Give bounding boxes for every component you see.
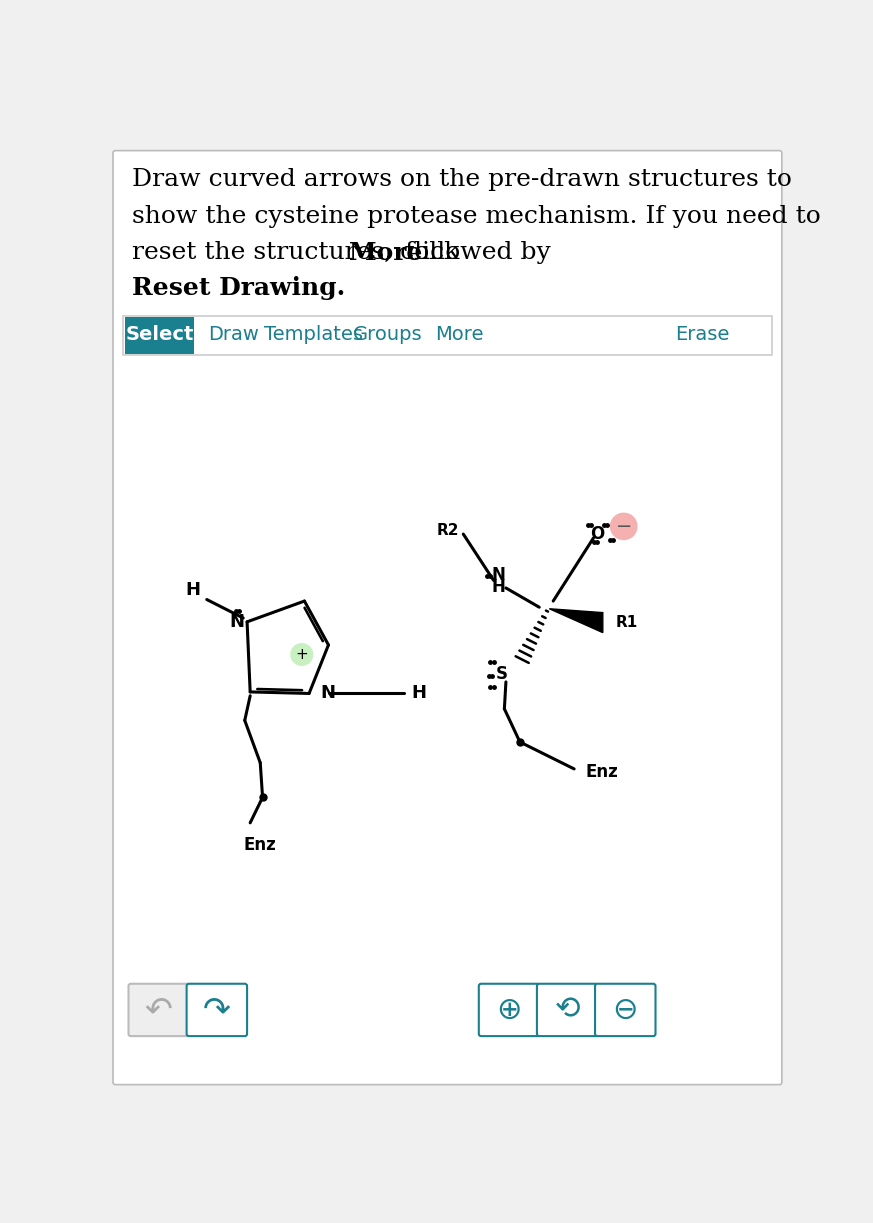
FancyBboxPatch shape [187, 983, 247, 1036]
Text: H: H [411, 685, 426, 702]
Text: ↷: ↷ [203, 993, 230, 1026]
Text: Erase: Erase [675, 325, 729, 344]
Text: More: More [435, 325, 483, 344]
FancyBboxPatch shape [537, 983, 597, 1036]
Text: N: N [320, 685, 335, 702]
Circle shape [610, 514, 637, 539]
Text: H: H [491, 578, 505, 597]
Text: followed by: followed by [396, 241, 550, 264]
Text: N: N [491, 566, 505, 585]
Text: show the cysteine protease mechanism. If you need to: show the cysteine protease mechanism. If… [133, 204, 821, 227]
Text: H: H [185, 581, 200, 598]
Text: Reset Drawing.: Reset Drawing. [133, 276, 346, 300]
Text: Enz: Enz [586, 763, 618, 781]
Text: −: − [615, 517, 632, 536]
FancyBboxPatch shape [128, 983, 189, 1036]
FancyBboxPatch shape [113, 150, 782, 1085]
Text: Templates: Templates [265, 325, 363, 344]
Text: +: + [295, 647, 308, 662]
Text: reset the structures, click: reset the structures, click [133, 241, 468, 264]
Polygon shape [549, 609, 602, 632]
Text: Draw curved arrows on the pre-drawn structures to: Draw curved arrows on the pre-drawn stru… [133, 169, 793, 191]
Text: R2: R2 [436, 522, 459, 538]
FancyBboxPatch shape [478, 983, 540, 1036]
Text: ⟲: ⟲ [554, 996, 580, 1025]
Text: More: More [349, 241, 423, 264]
FancyBboxPatch shape [595, 983, 656, 1036]
Circle shape [291, 643, 313, 665]
Text: Select: Select [126, 325, 194, 344]
FancyBboxPatch shape [125, 317, 195, 353]
Text: Enz: Enz [244, 835, 277, 854]
Text: N: N [229, 613, 244, 631]
Text: ⊕: ⊕ [496, 996, 522, 1025]
Text: Groups: Groups [354, 325, 423, 344]
Text: O: O [590, 525, 604, 543]
Text: Draw: Draw [209, 325, 259, 344]
Text: ⊖: ⊖ [613, 996, 638, 1025]
Text: R1: R1 [615, 615, 637, 630]
Text: S: S [495, 665, 507, 684]
Text: ↶: ↶ [145, 993, 173, 1026]
FancyBboxPatch shape [123, 317, 772, 355]
